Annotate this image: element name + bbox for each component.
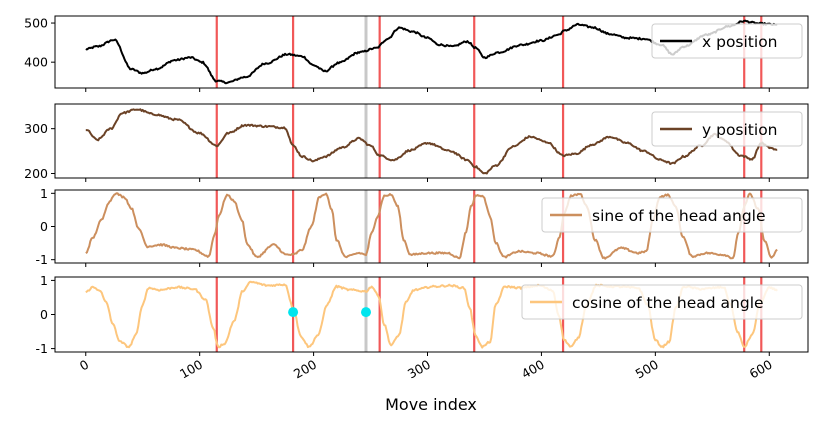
axes-frame — [54, 103, 809, 179]
y-tick-label: 0 — [40, 307, 48, 322]
y-tick-label: -1 — [36, 252, 48, 267]
y-tick-label: 200 — [24, 166, 48, 181]
legend-box — [651, 111, 803, 147]
legend-label: cosine of the head angle — [572, 294, 764, 312]
highlight-point — [360, 307, 371, 318]
legend-x-position: x position — [651, 23, 803, 59]
series-line-y-position — [85, 108, 778, 175]
x-axis-label: Move index — [385, 395, 477, 414]
legend-label: x position — [702, 33, 778, 51]
x-tick-label: 600 — [747, 357, 775, 382]
series-line-cosine-head-angle — [85, 280, 778, 349]
y-tick-label: 1 — [40, 273, 48, 288]
legend-y-position: y position — [651, 111, 803, 147]
x-tick-label: 200 — [291, 357, 319, 382]
y-tick-label: 1 — [40, 186, 48, 201]
x-tick-label: 300 — [405, 357, 433, 382]
legend-cosine-head-angle: cosine of the head angle — [521, 284, 803, 320]
y-tick-label: -1 — [36, 341, 48, 356]
y-tick-label: 300 — [24, 121, 48, 136]
panel-x-position: 400 500 x position — [24, 15, 809, 92]
x-tick-label: 0 — [77, 357, 91, 374]
panel-sine-head-angle: -1 0 1 sine of the head angle — [36, 186, 809, 267]
series-line-sine-head-angle — [85, 192, 778, 260]
legend-box — [651, 23, 803, 59]
y-tick-label: 0 — [40, 219, 48, 234]
x-tick-label: 500 — [633, 357, 661, 382]
y-tick-label: 500 — [24, 16, 48, 31]
x-tick-label: 400 — [519, 357, 547, 382]
highlight-point — [288, 307, 299, 318]
legend-label: y position — [702, 121, 778, 139]
panel-cosine-head-angle: -1 0 1 cosine of the head angle — [36, 273, 809, 356]
legend-sine-head-angle: sine of the head angle — [541, 197, 803, 233]
legend-box — [541, 197, 803, 233]
axes-frame — [54, 15, 809, 89]
legend-box — [521, 284, 803, 320]
y-tick-label: 400 — [24, 55, 48, 70]
legend-label: sine of the head angle — [592, 207, 766, 225]
x-tick-label: 100 — [177, 357, 205, 382]
panel-y-position: 200 300 y position — [24, 103, 809, 182]
